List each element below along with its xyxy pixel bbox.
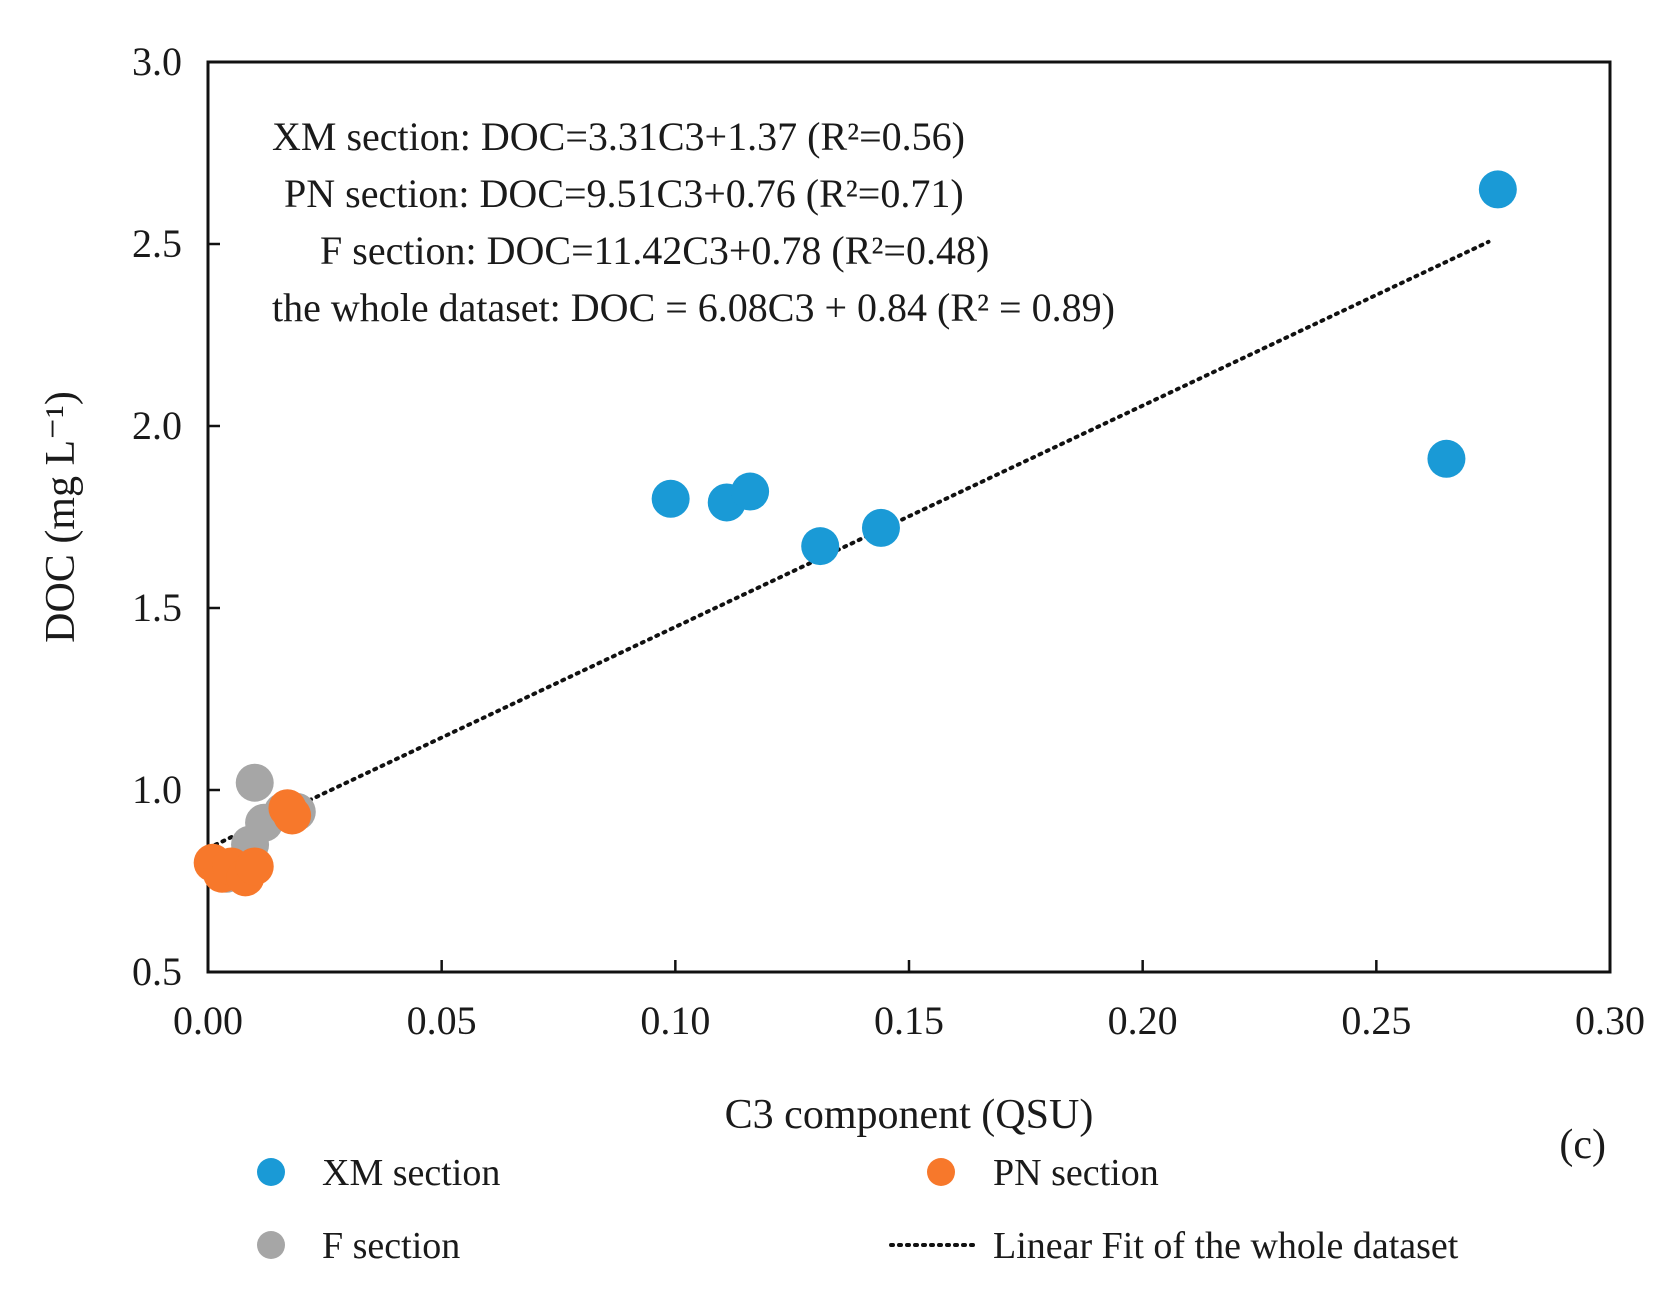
data-points-layer xyxy=(193,170,1517,897)
x-tick-label: 0.20 xyxy=(1108,998,1178,1043)
linear-fit-layer xyxy=(206,239,1491,851)
xm-section-point xyxy=(731,472,770,511)
xm-section-point xyxy=(1427,439,1466,478)
xm-section-point xyxy=(801,527,840,566)
y-tick-label: 1.0 xyxy=(132,767,182,812)
x-axis-ticks: 0.00 0.05 0.10 0.15 0.20 0.25 0.30 xyxy=(173,960,1645,1043)
x-tick-label: 0.15 xyxy=(874,998,944,1043)
legend-marker xyxy=(257,1231,285,1259)
legend-marker xyxy=(927,1158,955,1186)
f-section-point xyxy=(235,763,274,802)
x-tick-label: 0.10 xyxy=(640,998,710,1043)
y-tick-label: 0.5 xyxy=(132,949,182,994)
linear-fit-line xyxy=(206,239,1491,851)
equation-annotation: XM section: DOC=3.31C3+1.37 (R²=0.56) xyxy=(272,114,965,159)
equation-annotations: XM section: DOC=3.31C3+1.37 (R²=0.56) PN … xyxy=(272,114,1115,330)
xm-section-point xyxy=(651,479,690,518)
equation-annotation: the whole dataset: DOC = 6.08C3 + 0.84 (… xyxy=(272,285,1115,330)
y-tick-label: 2.0 xyxy=(132,403,182,448)
xm-section-point xyxy=(861,508,900,547)
pn-section-point xyxy=(235,847,274,886)
y-axis-ticks: 0.5 1.0 1.5 2.0 2.5 3.0 xyxy=(132,39,220,994)
equation-annotation: F section: DOC=11.42C3+0.78 (R²=0.48) xyxy=(320,228,989,273)
legend-label: F section xyxy=(322,1225,460,1267)
equation-annotation: PN section: DOC=9.51C3+0.76 (R²=0.71) xyxy=(284,171,964,216)
y-axis-title: DOC (mg L⁻¹) xyxy=(38,391,84,643)
x-tick-label: 0.00 xyxy=(173,998,243,1043)
y-tick-label: 1.5 xyxy=(132,585,182,630)
legend-label: XM section xyxy=(322,1152,500,1194)
legend: XM section PN section F section Linear Fit … xyxy=(257,1152,1459,1267)
legend-label: PN section xyxy=(993,1152,1159,1194)
xm-section-point xyxy=(1478,170,1517,209)
x-tick-label: 0.05 xyxy=(407,998,477,1043)
y-tick-label: 2.5 xyxy=(132,221,182,266)
x-tick-label: 0.25 xyxy=(1341,998,1411,1043)
legend-label: Linear Fit of the whole dataset xyxy=(993,1225,1459,1267)
panel-label: (c) xyxy=(1559,1122,1606,1168)
x-tick-label: 0.30 xyxy=(1575,998,1645,1043)
y-tick-label: 3.0 xyxy=(132,39,182,84)
x-axis-title: C3 component (QSU) xyxy=(725,1092,1094,1138)
pn-section-point xyxy=(273,796,312,835)
legend-marker xyxy=(257,1158,285,1186)
